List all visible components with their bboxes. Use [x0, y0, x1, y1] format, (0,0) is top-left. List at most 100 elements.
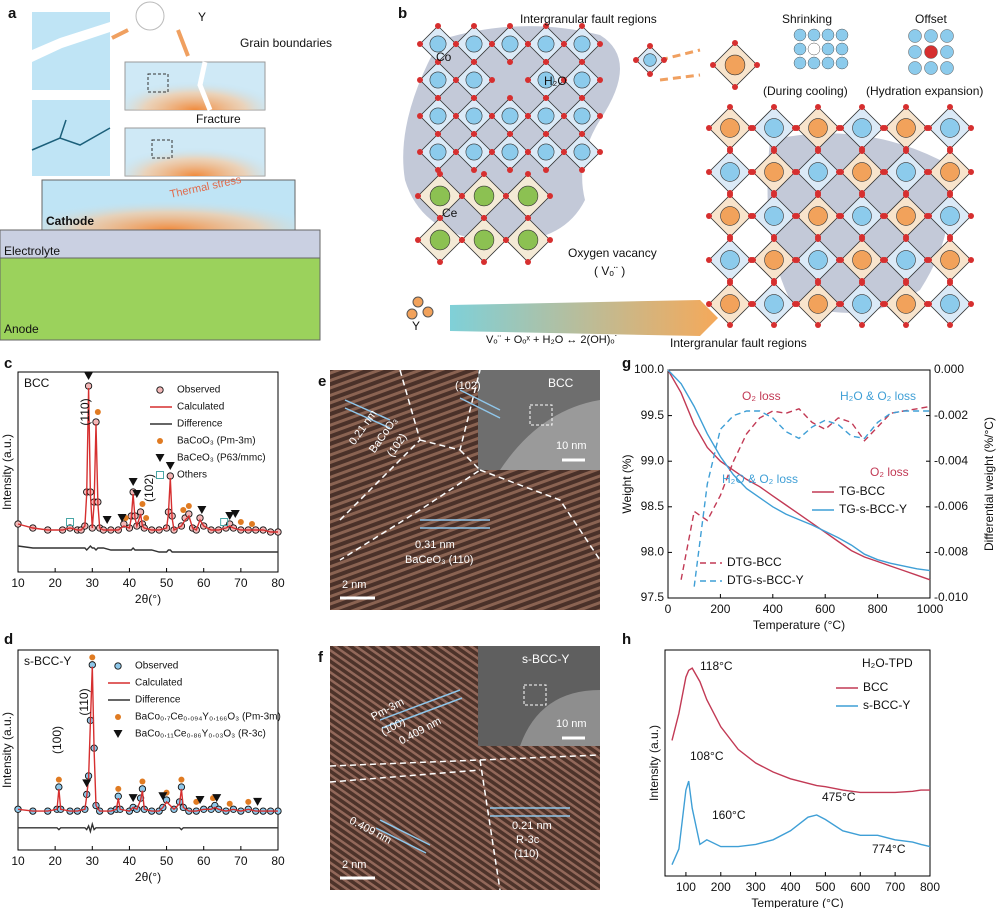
- annotation: O₂ loss: [742, 389, 781, 403]
- oxygen: [727, 104, 733, 110]
- legend-label: Calculated: [135, 678, 182, 689]
- series-line: [17, 544, 278, 553]
- cation: [537, 107, 555, 125]
- plot-frame: [17, 371, 279, 573]
- series-line: [17, 387, 278, 533]
- oxygen: [968, 213, 974, 219]
- y2-tick-label: -0.004: [934, 453, 968, 467]
- phase-marker: [128, 478, 138, 486]
- phase-marker: [66, 518, 74, 526]
- legend-label: BaCeO₃ (P63/mmc): [177, 453, 266, 464]
- chart-title: BCC: [24, 376, 50, 390]
- y-tick-label: 98.0: [641, 545, 665, 559]
- oxygen: [417, 77, 423, 83]
- oxygen: [507, 23, 513, 29]
- cation: [852, 162, 872, 182]
- offset-atom: [940, 29, 954, 43]
- annotation: 118°C: [700, 659, 733, 673]
- oxygen: [838, 301, 844, 307]
- oxygen: [415, 237, 421, 243]
- oxygen: [859, 104, 865, 110]
- y2-tick-label: 0.000: [934, 362, 964, 376]
- oxygen: [903, 148, 909, 154]
- oxygen: [525, 215, 531, 221]
- cooling-label: (During cooling): [763, 84, 848, 98]
- oxygen: [489, 149, 495, 155]
- oxygen: [750, 169, 756, 175]
- cation: [764, 118, 784, 138]
- offset-label: Offset: [915, 12, 947, 26]
- cation: [537, 35, 555, 53]
- oxygen: [926, 213, 932, 219]
- grain-glow: [125, 128, 265, 176]
- ion-bubble: [135, 1, 165, 31]
- co-label: Co: [436, 50, 452, 64]
- x-tick-label: 0: [665, 602, 672, 616]
- oxygen: [561, 41, 567, 47]
- cation: [852, 250, 872, 270]
- panel-f: f s-BCC-Y Pm-3m (100) 0.409 nm 0.409 nm …: [318, 646, 601, 891]
- annotation: 774°C: [872, 842, 906, 856]
- oxygen: [838, 213, 844, 219]
- cation: [573, 71, 591, 89]
- hydration-label: (Hydration expansion): [866, 84, 983, 98]
- y-axis-title: Intensity (a.u.): [0, 712, 14, 788]
- oxygen: [437, 259, 443, 265]
- phase-marker: [195, 796, 205, 804]
- oxygen: [503, 193, 509, 199]
- oxygen: [706, 257, 712, 263]
- inset-particle: [500, 400, 600, 470]
- oxygen: [453, 77, 459, 83]
- y-axis-title: Weight (%): [620, 454, 634, 513]
- oxygen: [859, 280, 865, 286]
- grain-label: Grain boundaries: [240, 36, 332, 50]
- panel-b: [403, 23, 974, 336]
- oxygen: [415, 193, 421, 199]
- cation: [429, 143, 447, 161]
- oxygen: [794, 213, 800, 219]
- panel-letter: g: [622, 355, 631, 372]
- oxygen: [525, 149, 531, 155]
- cation: [720, 250, 740, 270]
- chart-title: H₂O-TPD: [862, 656, 913, 670]
- cation: [896, 294, 916, 314]
- grain-glow: [125, 62, 265, 110]
- oxygen: [435, 131, 441, 137]
- x-tick-label: 600: [815, 602, 835, 616]
- oxygen: [543, 95, 549, 101]
- oxygen: [710, 62, 716, 68]
- annotation: 108°C: [690, 749, 724, 763]
- oxygen: [968, 125, 974, 131]
- vacancy-label: Oxygen vacancy: [568, 246, 657, 260]
- cation: [573, 143, 591, 161]
- series-line: [17, 666, 278, 812]
- phase-marker: [84, 372, 94, 380]
- oxygen: [750, 125, 756, 131]
- oxygen: [903, 104, 909, 110]
- x-tick-label: 30: [86, 854, 100, 868]
- oxygen: [579, 23, 585, 29]
- oxygen: [597, 149, 603, 155]
- cation: [940, 294, 960, 314]
- oxygen: [732, 84, 738, 90]
- cation: [537, 143, 555, 161]
- oxygen: [453, 149, 459, 155]
- oxygen: [794, 169, 800, 175]
- x-tick-label: 500: [815, 880, 835, 894]
- water-label: H₂O: [544, 74, 567, 88]
- oxygen: [561, 149, 567, 155]
- plot-frame: [17, 649, 279, 851]
- shrink-atom: [835, 28, 849, 42]
- y-ion: [422, 306, 434, 318]
- oxygen: [503, 237, 509, 243]
- cation: [429, 107, 447, 125]
- boundary: [339, 369, 601, 561]
- anode-label: Anode: [4, 322, 39, 336]
- cation: [429, 71, 447, 89]
- x-tick-label: 40: [123, 576, 137, 590]
- oxygen: [435, 23, 441, 29]
- x-tick-label: 800: [868, 602, 888, 616]
- y2-tick-label: -0.008: [934, 545, 968, 559]
- legend-label: TG-BCC: [839, 484, 885, 498]
- cation: [724, 54, 746, 76]
